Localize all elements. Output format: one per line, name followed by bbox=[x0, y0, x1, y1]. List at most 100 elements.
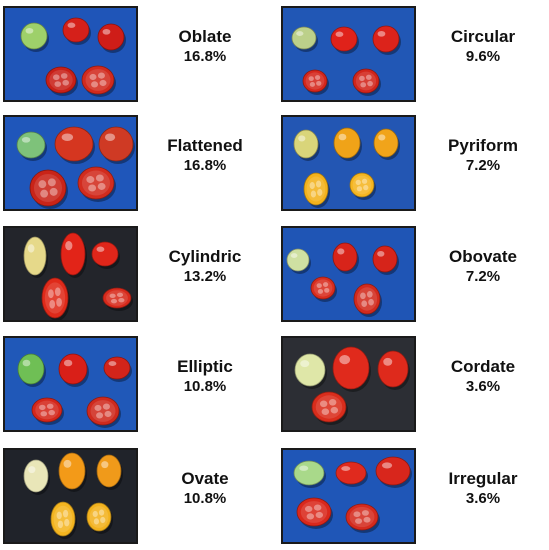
shape-label: Pyriform 7.2% bbox=[418, 135, 548, 176]
tomato-cross-section bbox=[353, 283, 382, 317]
tomato-photo bbox=[3, 6, 138, 102]
tomato-fruit bbox=[377, 350, 410, 390]
tomato-fruit bbox=[91, 241, 120, 269]
tomato-cross-section bbox=[102, 287, 133, 311]
tomato-cross-section bbox=[310, 276, 337, 302]
tomato-fruit bbox=[23, 459, 50, 495]
tomato-photo bbox=[3, 115, 138, 211]
tomato-fruit bbox=[293, 460, 326, 488]
shape-label: Circular 9.6% bbox=[418, 26, 548, 67]
tomato-cross-section bbox=[302, 69, 329, 95]
tomato-photo bbox=[281, 448, 416, 544]
shape-percentage: 10.8% bbox=[183, 378, 227, 395]
shape-panel-pyriform: Pyriform 7.2% bbox=[278, 115, 549, 213]
tomato-fruit bbox=[372, 245, 399, 275]
shape-name: Pyriform bbox=[448, 136, 518, 155]
shape-percentage: 13.2% bbox=[183, 268, 227, 285]
shape-panel-circular: Circular 9.6% bbox=[278, 6, 549, 104]
tomato-cross-section bbox=[86, 502, 113, 534]
shape-name: Ovate bbox=[181, 469, 229, 488]
tomato-cross-section bbox=[349, 172, 376, 200]
tomato-cross-section bbox=[303, 172, 330, 208]
tomato-fruit bbox=[103, 356, 132, 382]
shape-label: Obovate 7.2% bbox=[418, 246, 548, 287]
shape-name: Flattened bbox=[167, 136, 243, 155]
tomato-fruit bbox=[98, 126, 135, 164]
shape-panel-oblate: Oblate 16.8% bbox=[0, 6, 271, 104]
shape-name: Cylindric bbox=[168, 247, 242, 266]
tomato-fruit bbox=[373, 128, 400, 160]
tomato-cross-section bbox=[81, 65, 116, 97]
shape-percentage: 9.6% bbox=[465, 48, 501, 65]
shape-name: Cordate bbox=[450, 357, 516, 376]
shape-panel-flattened: Flattened 16.8% bbox=[0, 115, 271, 213]
tomato-cross-section bbox=[345, 503, 380, 533]
tomato-fruit bbox=[332, 346, 371, 392]
tomato-cross-section bbox=[41, 277, 70, 320]
tomato-fruit bbox=[333, 127, 362, 161]
shape-name: Irregular bbox=[448, 469, 518, 488]
tomato-fruit bbox=[375, 456, 412, 488]
tomato-fruit bbox=[372, 25, 401, 55]
tomato-cross-section bbox=[50, 501, 77, 539]
shape-panel-elliptic: Elliptic 10.8% bbox=[0, 336, 271, 434]
tomato-fruit bbox=[97, 23, 126, 53]
tomato-fruit bbox=[96, 454, 123, 490]
tomato-fruit bbox=[62, 17, 91, 45]
shape-percentage: 3.6% bbox=[465, 490, 501, 507]
tomato-fruit bbox=[23, 236, 48, 278]
tomato-fruit bbox=[60, 232, 87, 278]
tomato-cross-section bbox=[86, 396, 121, 428]
tomato-fruit bbox=[58, 452, 87, 492]
photo-background bbox=[283, 8, 414, 100]
shape-label: Oblate 16.8% bbox=[140, 26, 270, 67]
tomato-fruit bbox=[335, 461, 368, 487]
shape-label: Ovate 10.8% bbox=[140, 468, 270, 509]
shape-label: Flattened 16.8% bbox=[140, 135, 270, 176]
shape-percentage: 7.2% bbox=[465, 157, 501, 174]
tomato-photo bbox=[3, 448, 138, 544]
tomato-photo bbox=[281, 115, 416, 211]
shape-label: Elliptic 10.8% bbox=[140, 356, 270, 397]
tomato-cross-section bbox=[296, 497, 333, 529]
tomato-fruit bbox=[286, 248, 311, 274]
shape-panel-obovate: Obovate 7.2% bbox=[278, 226, 549, 324]
photo-background bbox=[283, 228, 414, 320]
tomato-photo bbox=[281, 336, 416, 432]
tomato-fruit bbox=[294, 353, 327, 389]
shape-percentage: 10.8% bbox=[183, 490, 227, 507]
shape-name: Elliptic bbox=[177, 357, 233, 376]
shape-percentage: 3.6% bbox=[465, 378, 501, 395]
tomato-cross-section bbox=[311, 391, 348, 425]
shape-percentage: 16.8% bbox=[183, 48, 227, 65]
tomato-fruit bbox=[20, 22, 49, 52]
tomato-cross-section bbox=[29, 169, 68, 209]
shape-panel-ovate: Ovate 10.8% bbox=[0, 448, 271, 546]
tomato-cross-section bbox=[352, 68, 381, 96]
tomato-fruit bbox=[293, 129, 320, 161]
tomato-fruit bbox=[330, 26, 359, 54]
shape-percentage: 16.8% bbox=[183, 157, 227, 174]
tomato-cross-section bbox=[31, 397, 64, 425]
shape-label: Irregular 3.6% bbox=[418, 468, 548, 509]
shape-panel-cylindric: Cylindric 13.2% bbox=[0, 226, 271, 324]
tomato-fruit bbox=[16, 131, 47, 161]
tomato-photo bbox=[281, 6, 416, 102]
shape-name: Oblate bbox=[178, 27, 232, 46]
tomato-fruit bbox=[291, 26, 318, 52]
shape-panel-irregular: Irregular 3.6% bbox=[278, 448, 549, 546]
shape-panel-cordate: Cordate 3.6% bbox=[278, 336, 549, 434]
tomato-cross-section bbox=[77, 166, 116, 202]
tomato-photo bbox=[3, 336, 138, 432]
shape-name: Obovate bbox=[448, 247, 518, 266]
tomato-cross-section bbox=[45, 66, 78, 96]
shape-label: Cylindric 13.2% bbox=[140, 246, 270, 287]
tomato-fruit bbox=[17, 353, 46, 387]
tomato-photo bbox=[3, 226, 138, 322]
tomato-fruit bbox=[58, 353, 89, 387]
shape-percentage: 7.2% bbox=[465, 268, 501, 285]
tomato-photo bbox=[281, 226, 416, 322]
tomato-fruit bbox=[332, 242, 359, 274]
shape-label: Cordate 3.6% bbox=[418, 356, 548, 397]
shape-name: Circular bbox=[450, 27, 516, 46]
